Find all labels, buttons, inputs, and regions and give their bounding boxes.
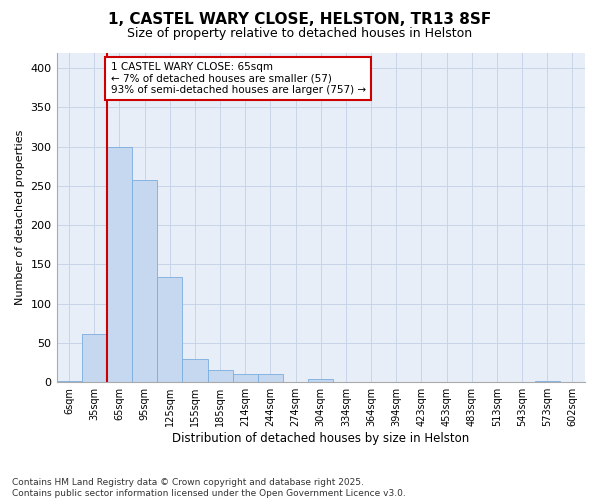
- Bar: [132, 180, 157, 382]
- Bar: [182, 358, 208, 382]
- Bar: [107, 146, 132, 382]
- Bar: [56, 380, 82, 382]
- Bar: [157, 277, 182, 382]
- Text: Contains HM Land Registry data © Crown copyright and database right 2025.
Contai: Contains HM Land Registry data © Crown c…: [12, 478, 406, 498]
- Bar: [233, 374, 258, 382]
- Text: Size of property relative to detached houses in Helston: Size of property relative to detached ho…: [127, 28, 473, 40]
- Text: 1 CASTEL WARY CLOSE: 65sqm
← 7% of detached houses are smaller (57)
93% of semi-: 1 CASTEL WARY CLOSE: 65sqm ← 7% of detac…: [110, 62, 366, 95]
- Bar: [82, 334, 107, 382]
- Bar: [308, 379, 334, 382]
- Bar: [208, 370, 233, 382]
- Y-axis label: Number of detached properties: Number of detached properties: [15, 130, 25, 305]
- Bar: [258, 374, 283, 382]
- Text: 1, CASTEL WARY CLOSE, HELSTON, TR13 8SF: 1, CASTEL WARY CLOSE, HELSTON, TR13 8SF: [109, 12, 491, 28]
- X-axis label: Distribution of detached houses by size in Helston: Distribution of detached houses by size …: [172, 432, 469, 445]
